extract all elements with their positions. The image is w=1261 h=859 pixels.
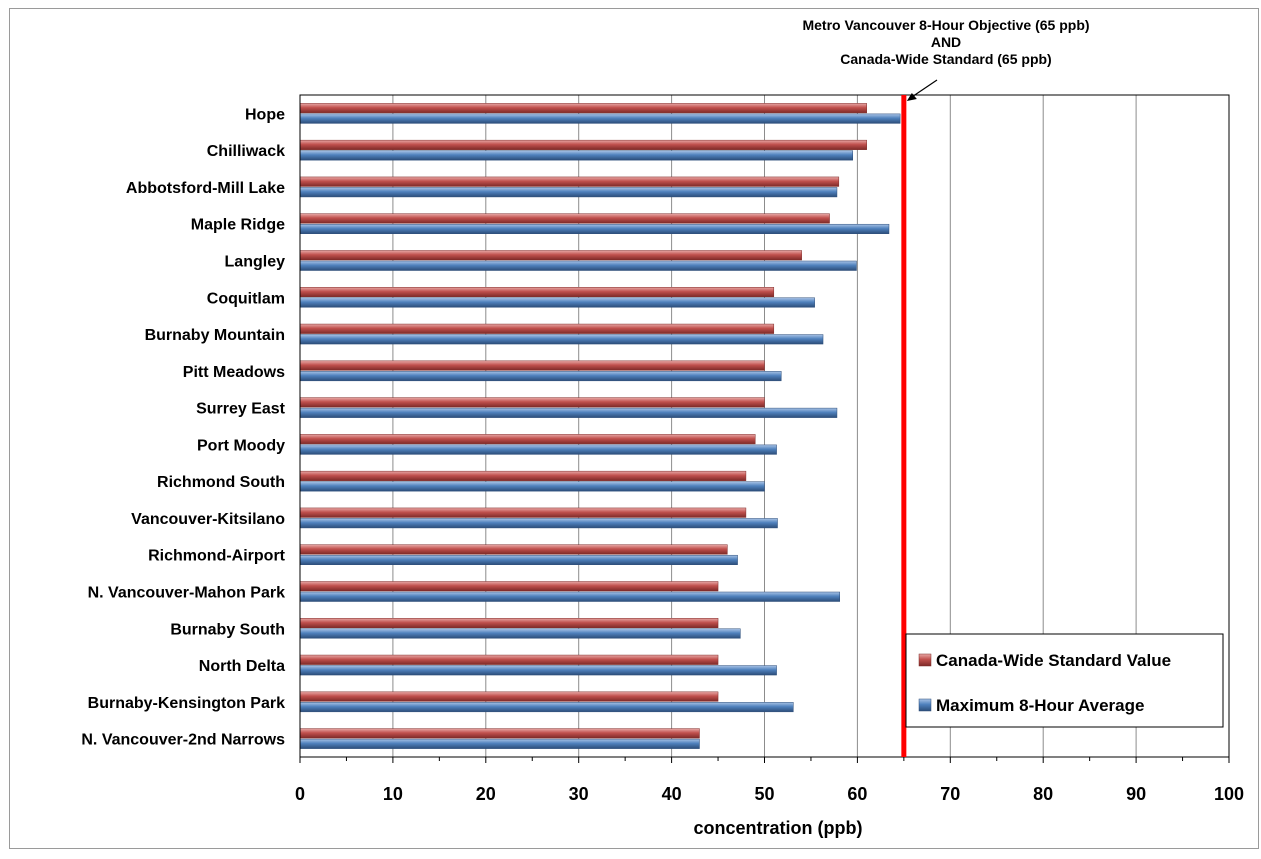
x-tick-label: 40	[662, 784, 682, 804]
bar	[299, 728, 700, 739]
category-label: Burnaby South	[170, 621, 285, 638]
category-label: N. Vancouver-2nd Narrows	[81, 732, 285, 749]
reference-line-label: Canada-Wide Standard (65 ppb)	[840, 51, 1051, 67]
bar	[299, 287, 775, 298]
bar	[299, 103, 867, 114]
bar	[299, 260, 857, 271]
x-tick-label: 90	[1126, 784, 1146, 804]
category-label: North Delta	[199, 658, 285, 675]
bar	[299, 323, 775, 334]
bar	[299, 213, 830, 224]
bar	[299, 371, 782, 382]
bar	[299, 113, 901, 124]
legend-swatch	[918, 653, 932, 667]
category-label: Pitt Meadows	[183, 364, 285, 381]
category-label: Maple Ridge	[191, 217, 285, 234]
bar	[299, 139, 867, 150]
bar	[299, 654, 719, 665]
bar	[299, 665, 777, 676]
bar	[299, 360, 765, 371]
bar	[299, 187, 838, 198]
legend-swatch	[918, 698, 932, 712]
bar	[299, 702, 794, 713]
category-label: Vancouver-Kitsilano	[131, 511, 285, 528]
category-label: Burnaby-Kensington Park	[88, 695, 285, 712]
category-label: Coquitlam	[207, 290, 285, 307]
bar	[299, 150, 854, 161]
bar	[299, 334, 824, 345]
bar	[299, 176, 840, 187]
bar	[299, 250, 802, 261]
reference-line-label: Metro Vancouver 8-Hour Objective (65 ppb…	[802, 17, 1089, 33]
bar	[299, 738, 700, 749]
bars	[299, 103, 901, 749]
x-tick-label: 30	[569, 784, 589, 804]
bar	[299, 470, 747, 481]
bar	[299, 481, 765, 492]
bar	[299, 297, 815, 308]
category-label: Langley	[225, 254, 286, 271]
bar	[299, 507, 747, 518]
category-label: Surrey East	[196, 401, 286, 418]
bar	[299, 554, 738, 565]
category-label: Burnaby Mountain	[145, 327, 285, 344]
bar	[299, 591, 840, 602]
bar	[299, 691, 719, 702]
x-tick-label: 100	[1214, 784, 1244, 804]
bar	[299, 618, 719, 629]
reference-line-group: Metro Vancouver 8-Hour Objective (65 ppb…	[802, 17, 1090, 757]
legend-label: Maximum 8-Hour Average	[936, 696, 1144, 715]
category-label: Port Moody	[197, 437, 285, 454]
category-label: Richmond South	[157, 474, 285, 491]
legend-box	[905, 633, 1224, 728]
x-tick-label: 60	[847, 784, 867, 804]
bar	[299, 223, 890, 234]
axes: Hope Chilliwack Abbotsford-Mill Lake Maple …	[81, 106, 1244, 838]
bar	[299, 518, 778, 529]
legend: Canada-Wide Standard Value Maximum 8-Hour…	[905, 633, 1224, 728]
category-label: N. Vancouver-Mahon Park	[88, 585, 285, 602]
bar	[299, 628, 741, 639]
bar	[299, 434, 756, 445]
x-tick-label: 20	[476, 784, 496, 804]
x-tick-label: 10	[383, 784, 403, 804]
bar	[299, 544, 728, 555]
x-tick-label: 70	[940, 784, 960, 804]
x-tick-label: 0	[295, 784, 305, 804]
category-label: Chilliwack	[207, 143, 285, 160]
bar	[299, 444, 777, 455]
x-tick-label: 80	[1033, 784, 1053, 804]
bar	[299, 407, 838, 418]
x-tick-label: 50	[754, 784, 774, 804]
category-label: Abbotsford-Mill Lake	[126, 180, 285, 197]
annotation-arrow-head	[906, 93, 917, 101]
category-label: Hope	[245, 106, 285, 123]
bar	[299, 397, 765, 408]
category-label: Richmond-Airport	[148, 548, 286, 565]
bar	[299, 581, 719, 592]
x-axis-title: concentration (ppb)	[694, 818, 863, 838]
reference-line-label: AND	[931, 34, 961, 50]
legend-label: Canada-Wide Standard Value	[936, 651, 1171, 670]
